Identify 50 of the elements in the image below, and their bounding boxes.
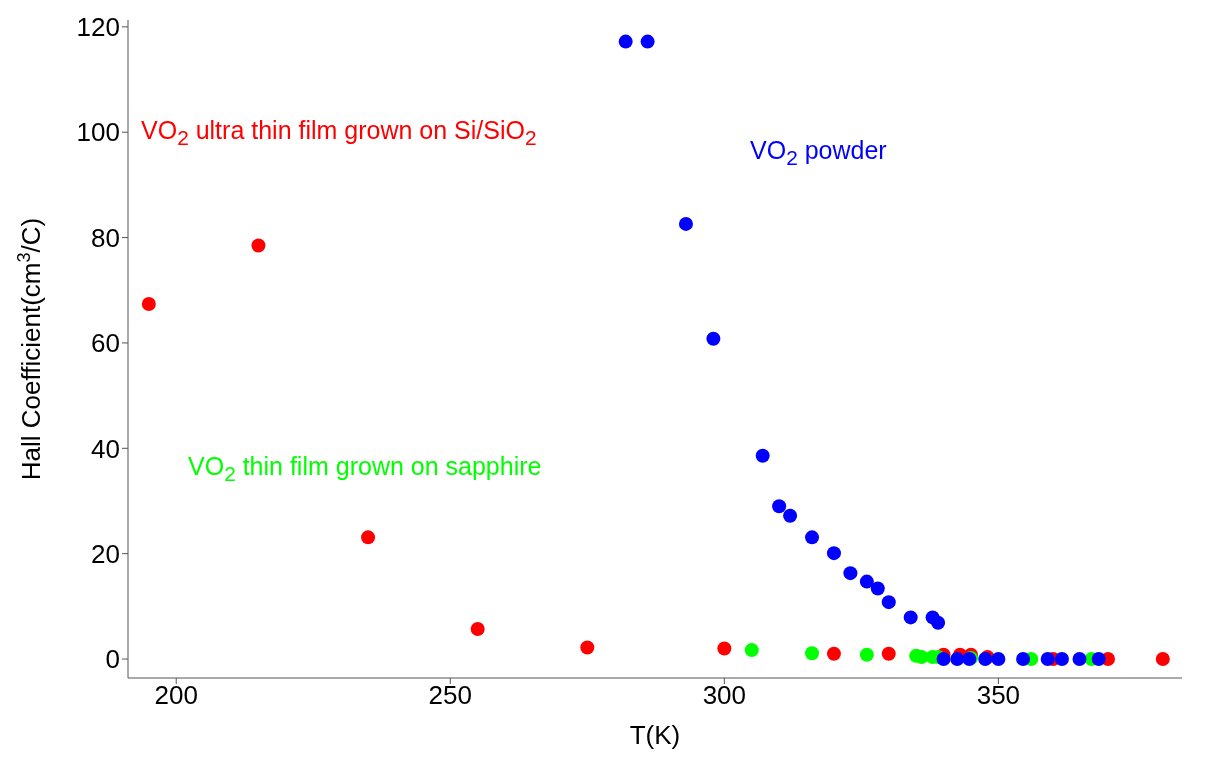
point [470,622,485,637]
point [826,546,841,561]
point [580,640,595,655]
y-tick-label: 0 [105,644,120,675]
y-tick-label: 80 [91,222,120,253]
y-tick-label: 60 [91,328,120,359]
point [991,652,1006,667]
point [859,647,874,662]
point [678,216,693,231]
point [903,610,918,625]
point [717,641,732,656]
point [1091,652,1106,667]
point [936,652,951,667]
point [881,646,896,661]
x-tick-label: 200 [154,680,198,711]
point [881,595,896,610]
x-tick-label: 250 [428,680,472,711]
point [805,530,820,545]
point [618,34,633,49]
point [805,646,820,661]
y-tick-label: 40 [91,433,120,464]
point [141,296,156,311]
point [772,499,787,514]
point [870,581,885,596]
point [744,643,759,658]
point [361,530,376,545]
point [640,34,655,49]
point [1016,652,1031,667]
point [843,566,858,581]
point [1155,652,1170,667]
y-tick-label: 120 [76,12,120,43]
x-tick-label: 350 [976,680,1021,711]
point [950,652,965,667]
point [783,508,798,523]
point [931,615,946,630]
point [251,238,266,253]
text: VO$_{2}$ thin film grown on sapphire [188,452,542,486]
text: VO$_{2}$ ultra thin film grown on Si/SiO$_{2}$ [141,116,537,150]
text: VO$_{2}$ powder [750,136,887,170]
point [1072,652,1087,667]
x-axis-title: T(K) [629,720,681,750]
point [706,331,721,346]
y-tick-label: 100 [76,117,120,148]
point [826,646,841,661]
x-tick-label: 300 [702,680,747,711]
y-tick-label: 20 [91,538,120,569]
point [859,574,874,589]
point [1040,652,1055,667]
point [1054,652,1069,667]
point [755,448,770,463]
